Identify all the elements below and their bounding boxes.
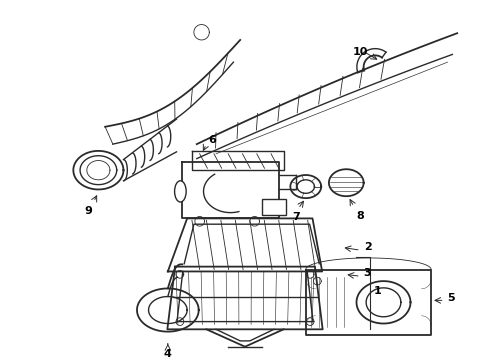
Bar [262, 199, 286, 215]
Text: 8: 8 [356, 211, 364, 221]
Text: 9: 9 [85, 206, 93, 216]
Text: 5: 5 [447, 293, 455, 303]
Text: 2: 2 [364, 242, 371, 252]
Text: 10: 10 [353, 47, 368, 57]
Text: 4: 4 [164, 348, 172, 359]
Text: 3: 3 [364, 268, 371, 278]
Ellipse shape [174, 181, 186, 202]
Text: 7: 7 [292, 212, 300, 222]
Text: 6: 6 [208, 135, 216, 145]
Text: 1: 1 [373, 286, 381, 296]
